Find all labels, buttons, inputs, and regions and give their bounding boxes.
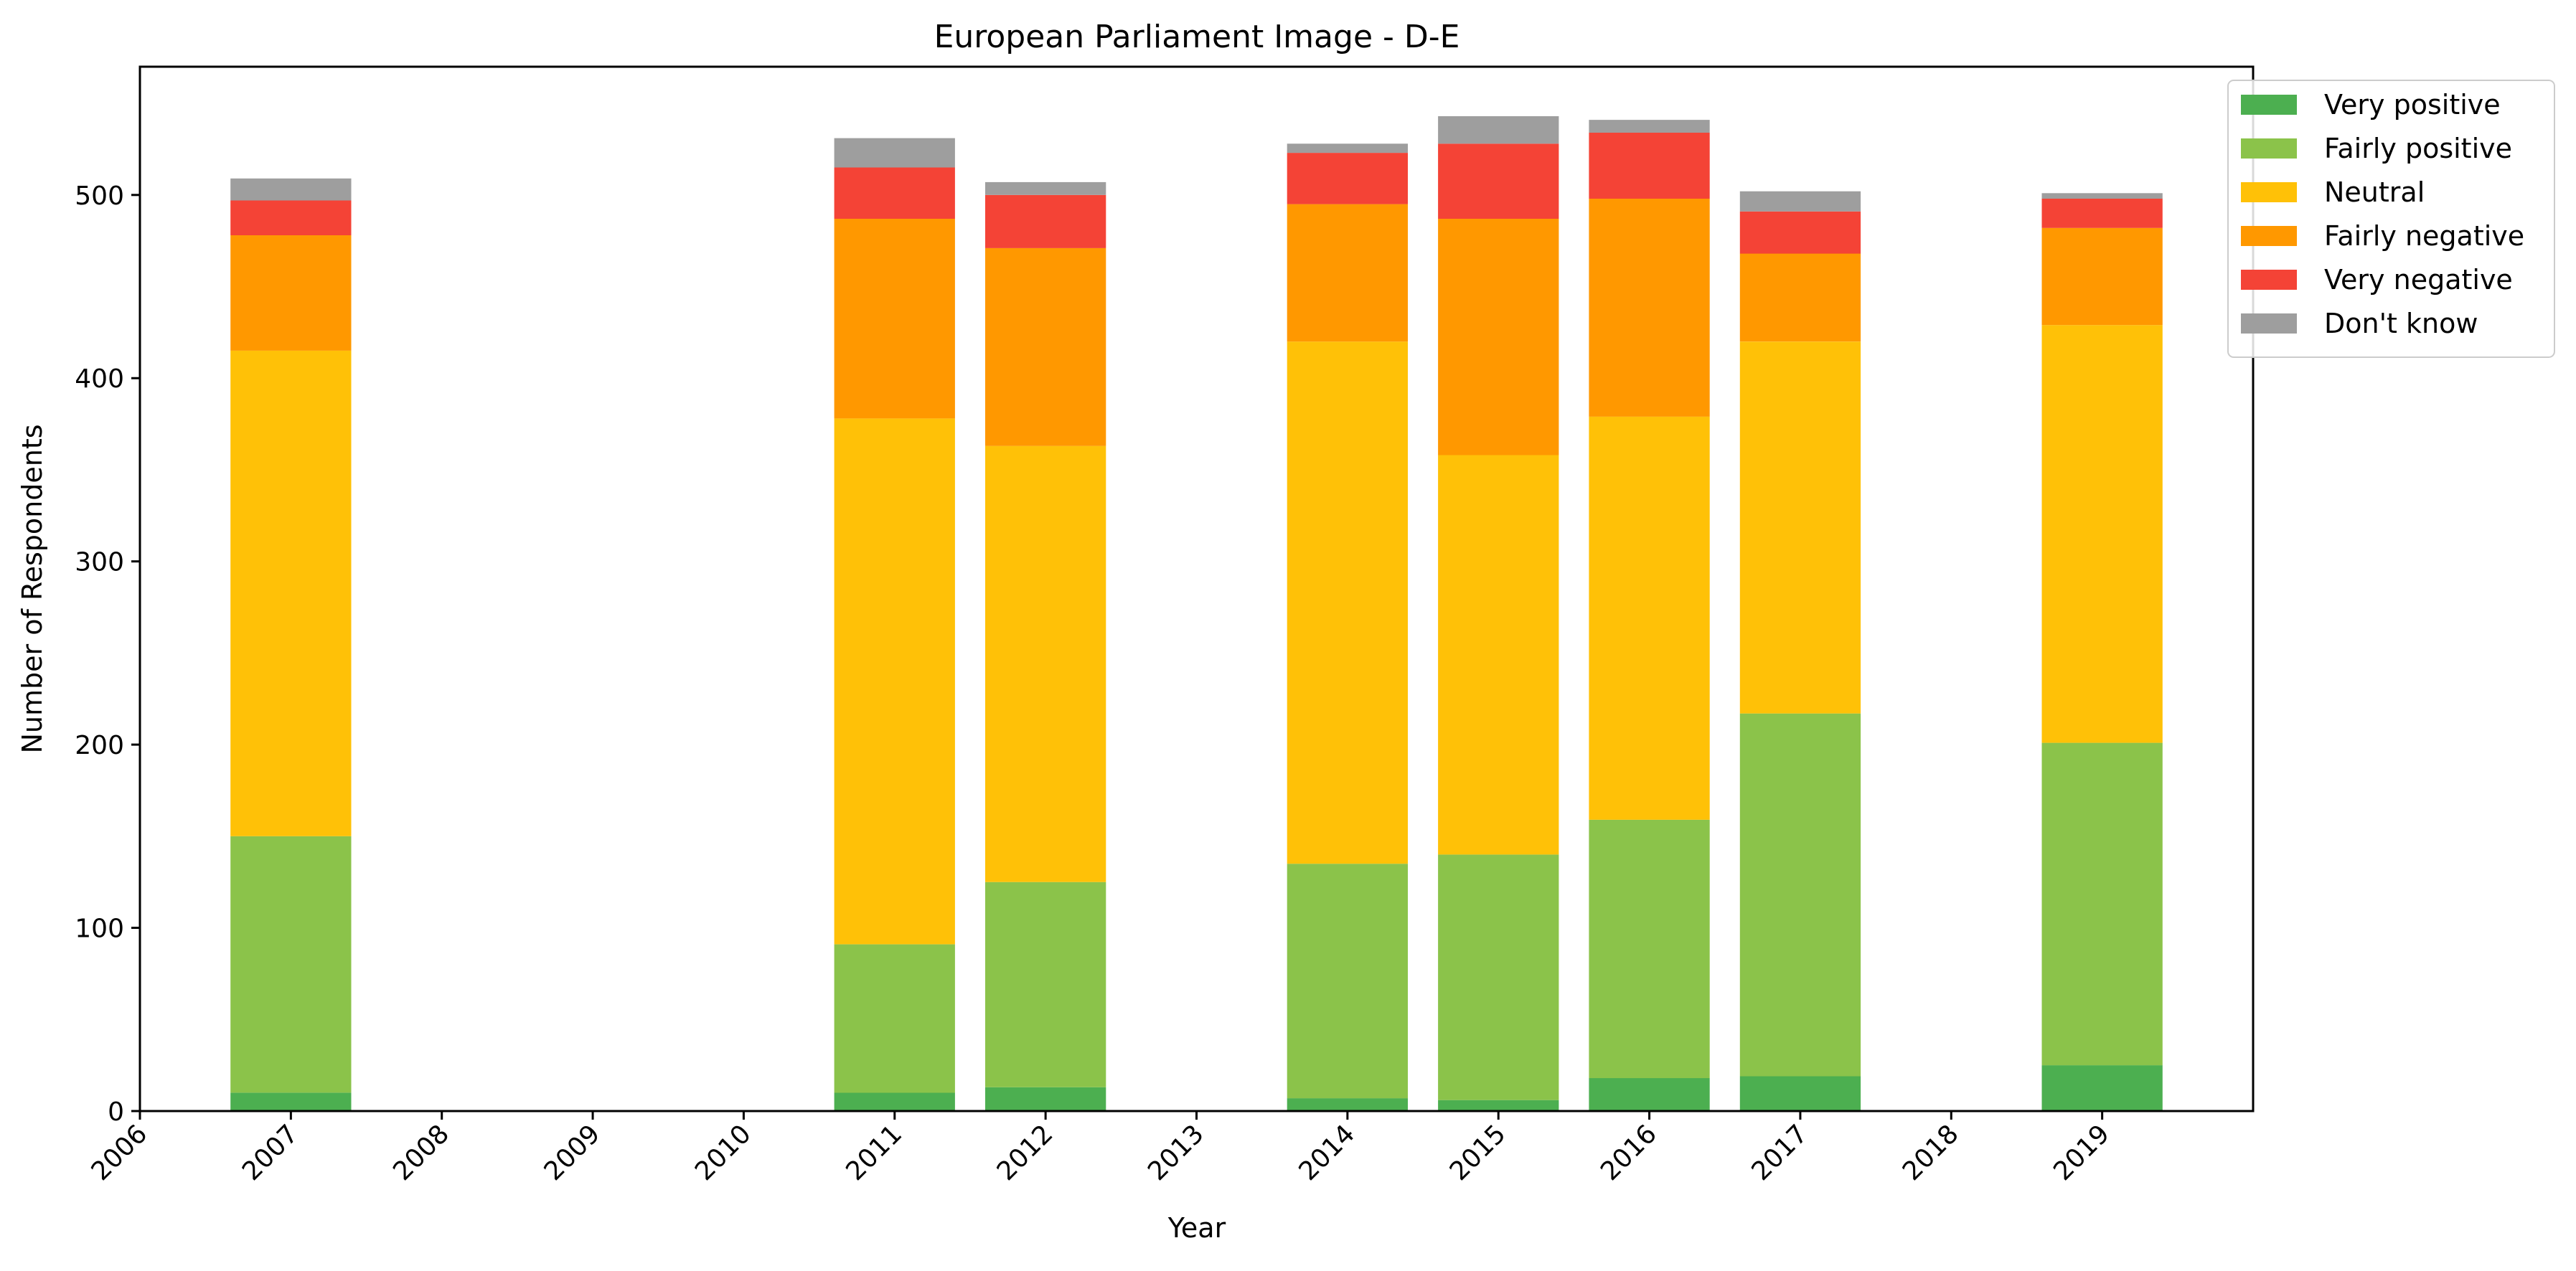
x-tick-label: 2013 [1142, 1119, 1210, 1186]
x-axis: 2006 2007 2008 2009 2010 2011 2012 2013 2014 2015… [86, 1111, 2115, 1186]
bars-layer [230, 116, 2163, 1111]
bar-segment [1739, 341, 1861, 714]
bar-segment [985, 181, 1106, 195]
bar-segment [1438, 143, 1559, 219]
y-tick-label: 300 [75, 548, 124, 577]
bar-segment [230, 836, 352, 1093]
x-tick-label: 2018 [1897, 1119, 1965, 1186]
bar-segment [1739, 713, 1861, 1077]
bar-segment [1589, 198, 1710, 417]
bar-segment [1739, 191, 1861, 212]
legend-swatch [2241, 138, 2297, 159]
x-tick-label: 2015 [1444, 1119, 1512, 1186]
bar-segment [985, 247, 1106, 446]
bar-segment [1739, 253, 1861, 342]
bar-segment [834, 138, 955, 168]
bar-segment [1589, 1078, 1710, 1111]
bar-segment [1438, 116, 1559, 144]
legend-label: Fairly positive [2324, 133, 2512, 164]
x-tick-label: 2008 [387, 1119, 455, 1186]
x-tick-label: 2014 [1293, 1119, 1360, 1186]
bar-segment [834, 219, 955, 419]
x-tick-label: 2017 [1747, 1119, 1814, 1186]
y-axis-title: Number of Respondents [17, 424, 48, 753]
x-tick-label: 2009 [539, 1119, 606, 1186]
bar-segment [2041, 193, 2163, 199]
bar-segment [1287, 204, 1408, 342]
bar-segment [834, 167, 955, 219]
bar-segment [1438, 219, 1559, 455]
y-axis: 0 100 200 300 400 500 [75, 181, 140, 1127]
legend-swatch [2241, 313, 2297, 334]
y-tick-label: 400 [75, 364, 124, 394]
x-tick-label: 2016 [1595, 1119, 1663, 1186]
bar-segment [1438, 854, 1559, 1100]
chart-title: European Parliament Image - D-E [934, 19, 1460, 55]
legend-swatch [2241, 226, 2297, 246]
bar-segment [834, 418, 955, 945]
legend-frame [2227, 80, 2555, 358]
y-tick-label: 100 [75, 915, 124, 944]
x-tick-label: 2019 [2048, 1119, 2115, 1186]
bar-segment [1739, 1076, 1861, 1111]
legend-label: Fairly negative [2324, 220, 2524, 252]
legend-swatch [2241, 182, 2297, 202]
y-tick-label: 0 [108, 1097, 124, 1127]
bar-segment [834, 944, 955, 1093]
bar-segment [985, 1087, 1106, 1111]
bar-segment [985, 194, 1106, 248]
bar-segment [1589, 416, 1710, 820]
bar-segment [1287, 143, 1408, 153]
bar-segment [230, 200, 352, 235]
legend-label: Very negative [2324, 264, 2513, 296]
plot-frame [138, 65, 2255, 1112]
bar-segment [2041, 742, 2163, 1066]
y-tick-label: 200 [75, 731, 124, 760]
bar-segment [1287, 864, 1408, 1099]
legend-label: Neutral [2324, 176, 2425, 208]
legend: Very positive Fairly positive Neutral Fairl… [2227, 80, 2555, 358]
bar-segment [1287, 341, 1408, 864]
x-tick-label: 2006 [86, 1119, 154, 1186]
bar-segment [834, 1092, 955, 1111]
bar-segment [230, 350, 352, 836]
bar-segment [2041, 325, 2163, 743]
legend-swatch [2241, 270, 2297, 290]
x-axis-title: Year [1167, 1212, 1226, 1244]
bar-segment [1287, 1098, 1408, 1111]
bar-segment [230, 178, 352, 201]
bar-segment [230, 1092, 352, 1111]
x-tick-label: 2012 [992, 1119, 1059, 1186]
bar-segment [230, 235, 352, 351]
y-tick-label: 500 [75, 181, 124, 211]
bar-segment [1438, 1100, 1559, 1111]
bar-segment [1438, 455, 1559, 855]
bar-segment [1589, 120, 1710, 133]
bar-segment [1739, 211, 1861, 254]
bar-segment [1589, 819, 1710, 1079]
legend-label: Very positive [2324, 89, 2501, 121]
bar-segment [1287, 153, 1408, 204]
x-tick-label: 2011 [840, 1119, 908, 1186]
legend-swatch [2241, 95, 2297, 115]
legend-label: Don't know [2324, 308, 2478, 339]
x-tick-label: 2007 [237, 1119, 304, 1186]
bar-segment [985, 882, 1106, 1087]
bar-segment [2041, 1065, 2163, 1111]
bar-segment [2041, 198, 2163, 228]
x-tick-label: 2010 [690, 1119, 757, 1186]
bar-segment [985, 445, 1106, 882]
bar-segment [1589, 133, 1710, 199]
bar-segment [2041, 227, 2163, 326]
